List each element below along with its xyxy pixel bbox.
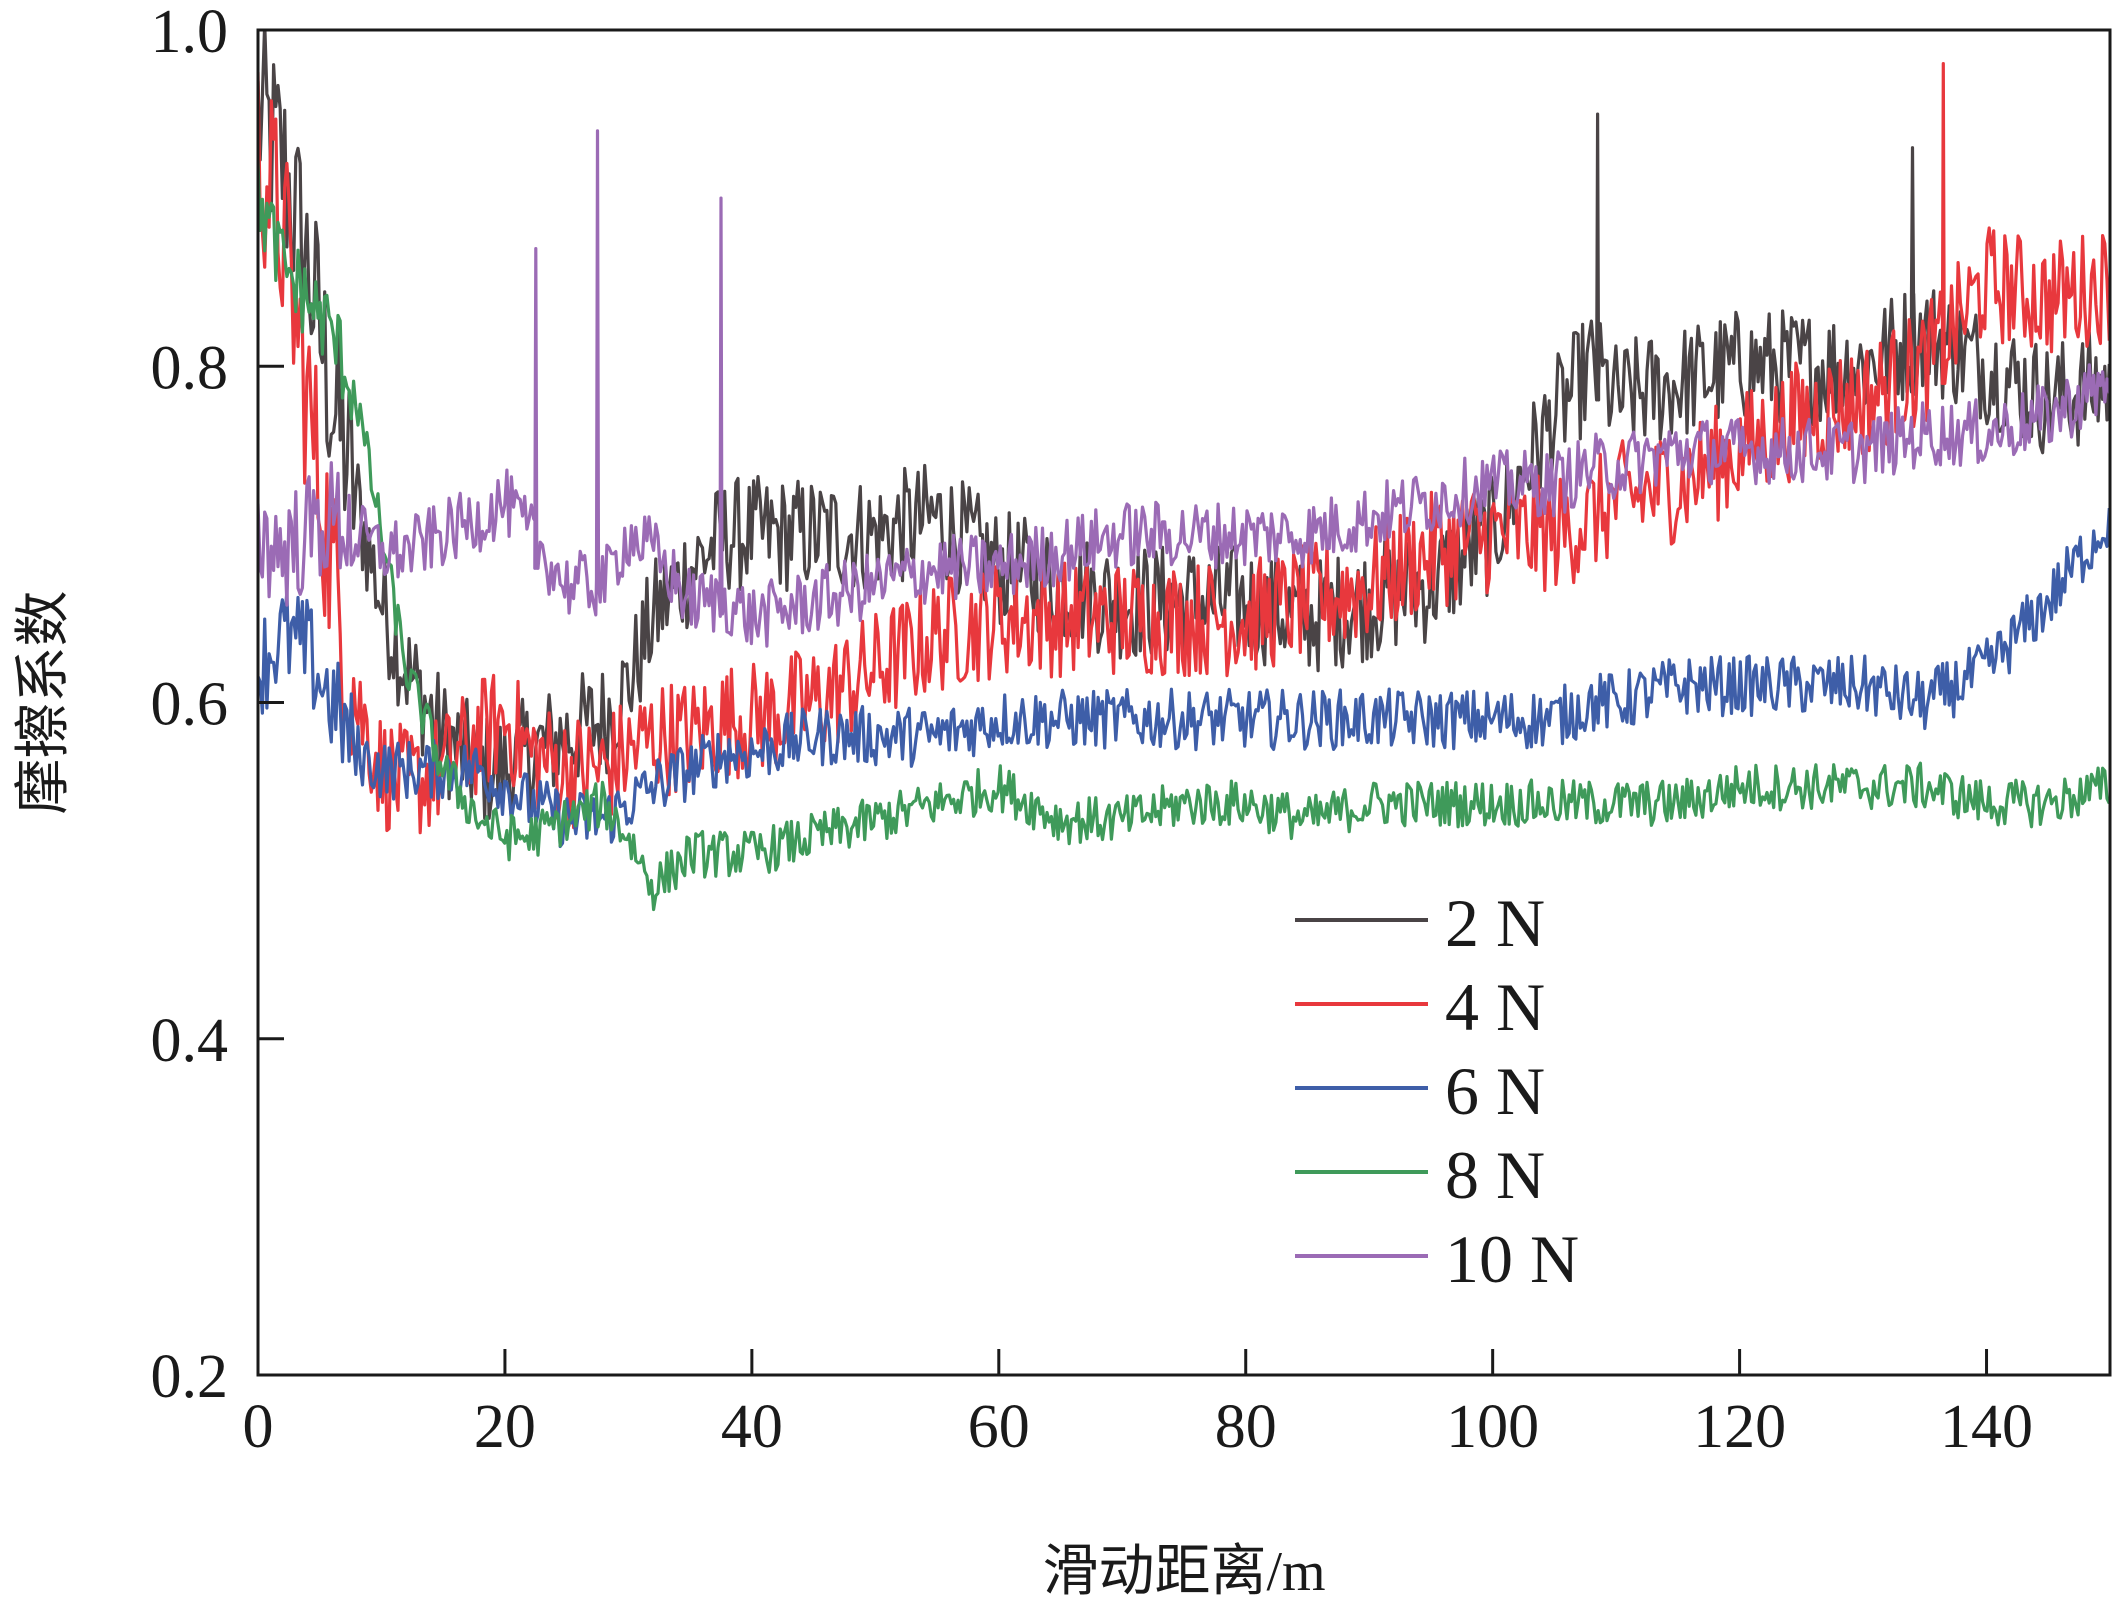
series-line-2n bbox=[258, 30, 2110, 825]
series-line-6n bbox=[258, 508, 2110, 849]
x-tick-label: 20 bbox=[474, 1393, 536, 1461]
x-tick-label: 0 bbox=[243, 1393, 274, 1461]
x-tick-label: 60 bbox=[968, 1393, 1030, 1461]
x-axis-label: 滑动距离/m bbox=[1042, 1541, 1325, 1603]
x-tick-label: 40 bbox=[721, 1393, 783, 1461]
legend-label: 10 N bbox=[1445, 1221, 1579, 1297]
series-layer bbox=[258, 30, 2110, 912]
x-tick-label: 100 bbox=[1446, 1393, 1539, 1461]
axis-layer: 0 20 40 60 80 100 120 140 0.2 0.4 0.6 0.8 1.0 bbox=[151, 0, 2034, 1461]
y-tick-label: 0.6 bbox=[151, 671, 229, 739]
series-line-10n bbox=[258, 129, 2110, 648]
series-line-4n bbox=[258, 62, 2110, 835]
y-axis-label: 摩擦系数 bbox=[13, 591, 75, 815]
x-tick-label: 80 bbox=[1215, 1393, 1277, 1461]
y-tick-label: 0.8 bbox=[151, 334, 229, 402]
y-tick-label: 0.4 bbox=[151, 1007, 229, 1075]
legend-label: 2 N bbox=[1445, 885, 1545, 961]
legend-label: 4 N bbox=[1445, 969, 1545, 1045]
legend: 2 N 4 N 6 N 8 N 10 N bbox=[1295, 885, 1579, 1297]
legend-label: 8 N bbox=[1445, 1137, 1545, 1213]
y-tick-label: 1.0 bbox=[151, 0, 229, 66]
legend-label: 6 N bbox=[1445, 1053, 1545, 1129]
series-line-8n bbox=[258, 160, 2110, 912]
x-tick-label: 120 bbox=[1693, 1393, 1786, 1461]
x-tick-label: 140 bbox=[1940, 1393, 2033, 1461]
y-tick-label: 0.2 bbox=[151, 1343, 229, 1411]
